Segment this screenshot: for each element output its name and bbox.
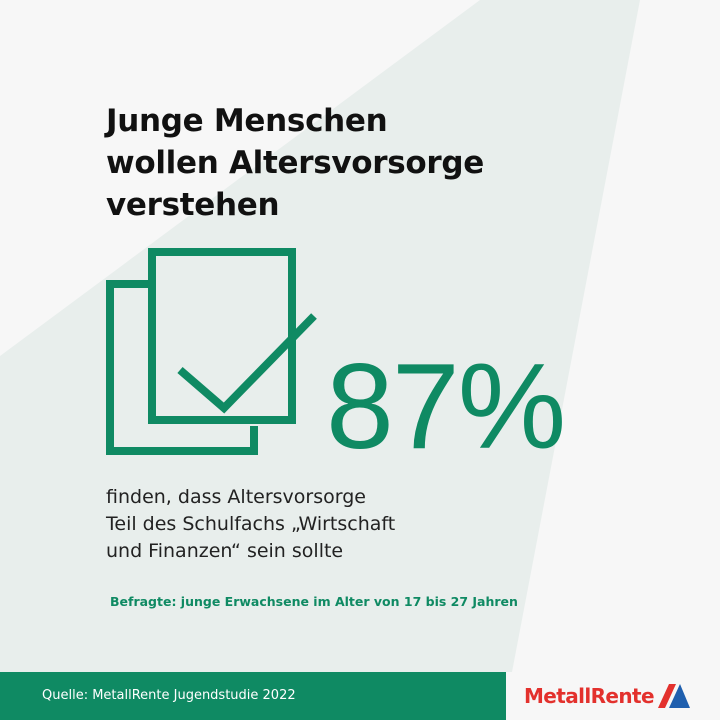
- document-checkmark-icon: [106, 248, 317, 455]
- headline-line-3: verstehen: [106, 187, 280, 223]
- headline: Junge Menschen wollen Altersvorsorge ver…: [106, 100, 484, 226]
- brand-logo: MetallRente: [524, 680, 692, 712]
- source-bar: Quelle: MetallRente Jugendstudie 2022: [0, 672, 506, 720]
- stat-percentage: 87%: [326, 338, 566, 474]
- headline-line-1: Junge Menschen: [106, 103, 388, 139]
- footer: Quelle: MetallRente Jugendstudie 2022 Me…: [0, 672, 720, 720]
- caption-line-1: finden, dass Altersvorsorge: [106, 486, 366, 508]
- caption-line-3: und Finanzen“ sein sollte: [106, 540, 344, 562]
- respondents-note: Befragte: junge Erwachsene im Alter von …: [110, 594, 518, 609]
- caption-line-2: Teil des Schulfachs „Wirtschaft: [106, 513, 396, 535]
- headline-line-2: wollen Altersvorsorge: [106, 145, 485, 181]
- metallrente-logo-mark-icon: [657, 684, 690, 708]
- stat-caption: finden, dass Altersvorsorge Teil des Sch…: [106, 484, 395, 565]
- source-text: Quelle: MetallRente Jugendstudie 2022: [42, 688, 296, 703]
- logo-wordmark: MetallRente: [524, 684, 655, 708]
